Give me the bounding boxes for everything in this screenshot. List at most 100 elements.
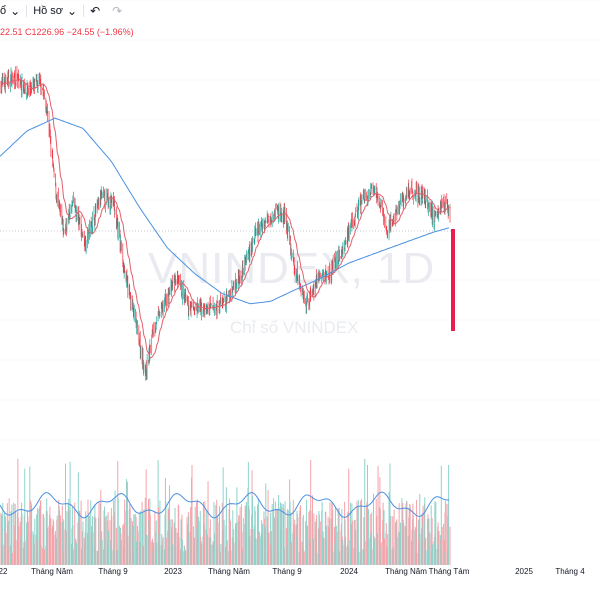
volume-bar — [290, 541, 292, 565]
candles — [0, 65, 451, 381]
volume-bar — [412, 515, 414, 565]
interval-dropdown[interactable]: ổ ⌄ — [0, 0, 26, 22]
toolbar-divider — [26, 5, 28, 17]
volume-bar — [385, 523, 387, 565]
ohlc-prefix-value: 22.51 — [0, 27, 23, 37]
volume-bar — [126, 481, 128, 565]
volume-bar — [367, 509, 369, 565]
volume-bar — [278, 494, 280, 565]
volume-bar — [435, 502, 437, 565]
volume-bar — [226, 539, 228, 565]
volume-bar — [24, 541, 26, 565]
volume-bar — [8, 498, 10, 565]
volume-bar — [172, 544, 174, 565]
volume-bar — [142, 513, 144, 565]
time-axis-label: 2025 — [515, 567, 533, 576]
volume-bar — [316, 552, 318, 565]
volume-bar — [225, 487, 227, 565]
volume-bar — [29, 466, 31, 565]
volume-bar — [364, 541, 366, 565]
volume-bar — [357, 499, 359, 565]
redo-button[interactable]: ↷ — [106, 0, 128, 22]
undo-icon: ↶ — [90, 4, 101, 18]
volume-bar — [216, 499, 218, 565]
volume-bar — [111, 515, 113, 565]
volume-bar — [162, 536, 164, 565]
volume-bar — [155, 520, 157, 565]
volume-bar — [350, 502, 352, 565]
volume-bar — [56, 515, 58, 565]
volume-bar — [338, 507, 340, 565]
volume-bar — [374, 537, 376, 565]
volume-bar — [364, 458, 366, 565]
volume-bar — [207, 481, 209, 565]
volume-bar — [129, 506, 131, 565]
volume-bar — [233, 529, 235, 565]
undo-button[interactable]: ↶ — [84, 0, 106, 22]
volume-bar — [219, 506, 221, 565]
volume-bar — [242, 517, 244, 565]
volume-bar — [146, 535, 148, 565]
volume-bar — [267, 490, 269, 565]
volume-bar — [185, 550, 187, 565]
volume-bar — [428, 532, 430, 565]
volume-bar — [1, 514, 3, 565]
volume-bar — [271, 504, 273, 565]
volume-bar — [345, 546, 347, 565]
volume-bar — [289, 501, 291, 565]
volume-bar — [127, 535, 129, 565]
volume-bar — [438, 531, 440, 565]
volume-bar — [24, 468, 26, 565]
volume-bar — [169, 485, 171, 565]
volume-bar — [117, 498, 119, 565]
volume-bar — [302, 515, 304, 565]
volume-bar — [446, 515, 448, 565]
volume-bar — [416, 499, 418, 565]
volume-bar — [383, 538, 385, 565]
volume-bar — [101, 539, 103, 565]
volume-bar — [223, 519, 225, 565]
time-axis: 22 Tháng Năm Tháng 9 2023 Tháng Năm Tháng 9 20… — [0, 567, 585, 576]
volume-bar — [80, 500, 82, 565]
volume-bar — [380, 542, 382, 565]
volume-bar — [440, 465, 442, 565]
profile-dropdown[interactable]: Hồ sơ ⌄ — [27, 0, 83, 22]
volume-bar — [17, 458, 19, 565]
ma-long-line — [0, 117, 450, 305]
volume-bar — [43, 549, 45, 565]
volume-bar — [313, 513, 315, 565]
volume-bar — [194, 506, 196, 565]
volume-bar — [258, 531, 260, 565]
volume-bar — [246, 501, 248, 565]
volume-bar — [310, 460, 312, 565]
volume-bar — [178, 505, 180, 565]
volume-bar — [98, 502, 100, 565]
volume-bar — [309, 510, 311, 565]
volume-bar — [393, 509, 395, 565]
volume-bar — [5, 532, 7, 565]
volume-bar — [287, 509, 289, 565]
volume-bar — [108, 530, 110, 565]
volume-bar — [353, 519, 355, 565]
volume-bar — [265, 483, 267, 565]
volume-bar — [171, 519, 173, 565]
volume-bar — [138, 512, 140, 565]
volume-bar — [361, 549, 363, 565]
volume-bar — [53, 534, 55, 565]
volume-bar — [300, 541, 302, 565]
volume-bar — [389, 463, 391, 565]
volume-bar — [332, 551, 334, 565]
grid-lines — [0, 0, 600, 441]
volume-bar — [222, 467, 224, 565]
volume-bar — [403, 523, 405, 565]
volume-ma-line — [0, 491, 450, 519]
volume-bar — [424, 497, 426, 565]
volume-bar — [347, 511, 349, 565]
volume-bar — [294, 519, 296, 565]
volume-bar — [91, 526, 93, 565]
volume-bar — [249, 535, 251, 565]
volume-bar — [72, 549, 74, 565]
volume-bar — [434, 501, 436, 565]
ohlc-change: −24.55 (−1.96%) — [66, 27, 134, 37]
